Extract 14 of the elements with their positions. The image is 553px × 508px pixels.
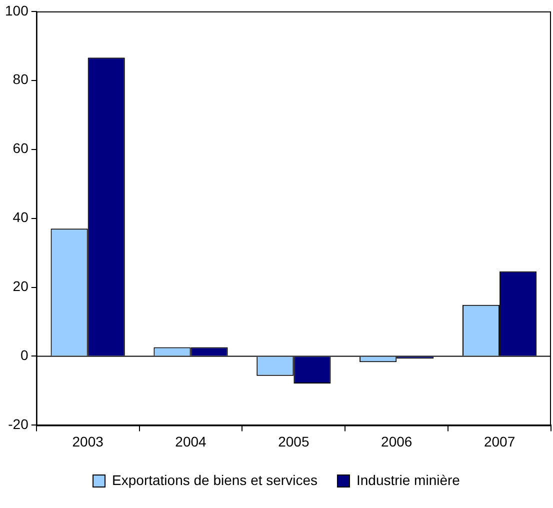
y-tick-label: -20 — [8, 416, 29, 432]
y-tick-label: 100 — [5, 2, 29, 18]
legend-label: Industrie minière — [356, 472, 460, 488]
x-tick-label: 2003 — [72, 433, 104, 450]
x-tick-label: 2006 — [381, 433, 412, 450]
x-tick-label: 2004 — [175, 433, 207, 450]
x-tick-label: 2007 — [484, 433, 516, 450]
y-tick-label: 60 — [12, 140, 29, 156]
legend-label: Exportations de biens et services — [112, 472, 318, 488]
y-tick-label: 40 — [12, 209, 29, 226]
y-tick-label: 0 — [20, 347, 29, 364]
y-tick-label: 20 — [12, 278, 29, 294]
y-tick-label: 80 — [12, 71, 29, 88]
x-tick-label: 2005 — [278, 433, 310, 450]
